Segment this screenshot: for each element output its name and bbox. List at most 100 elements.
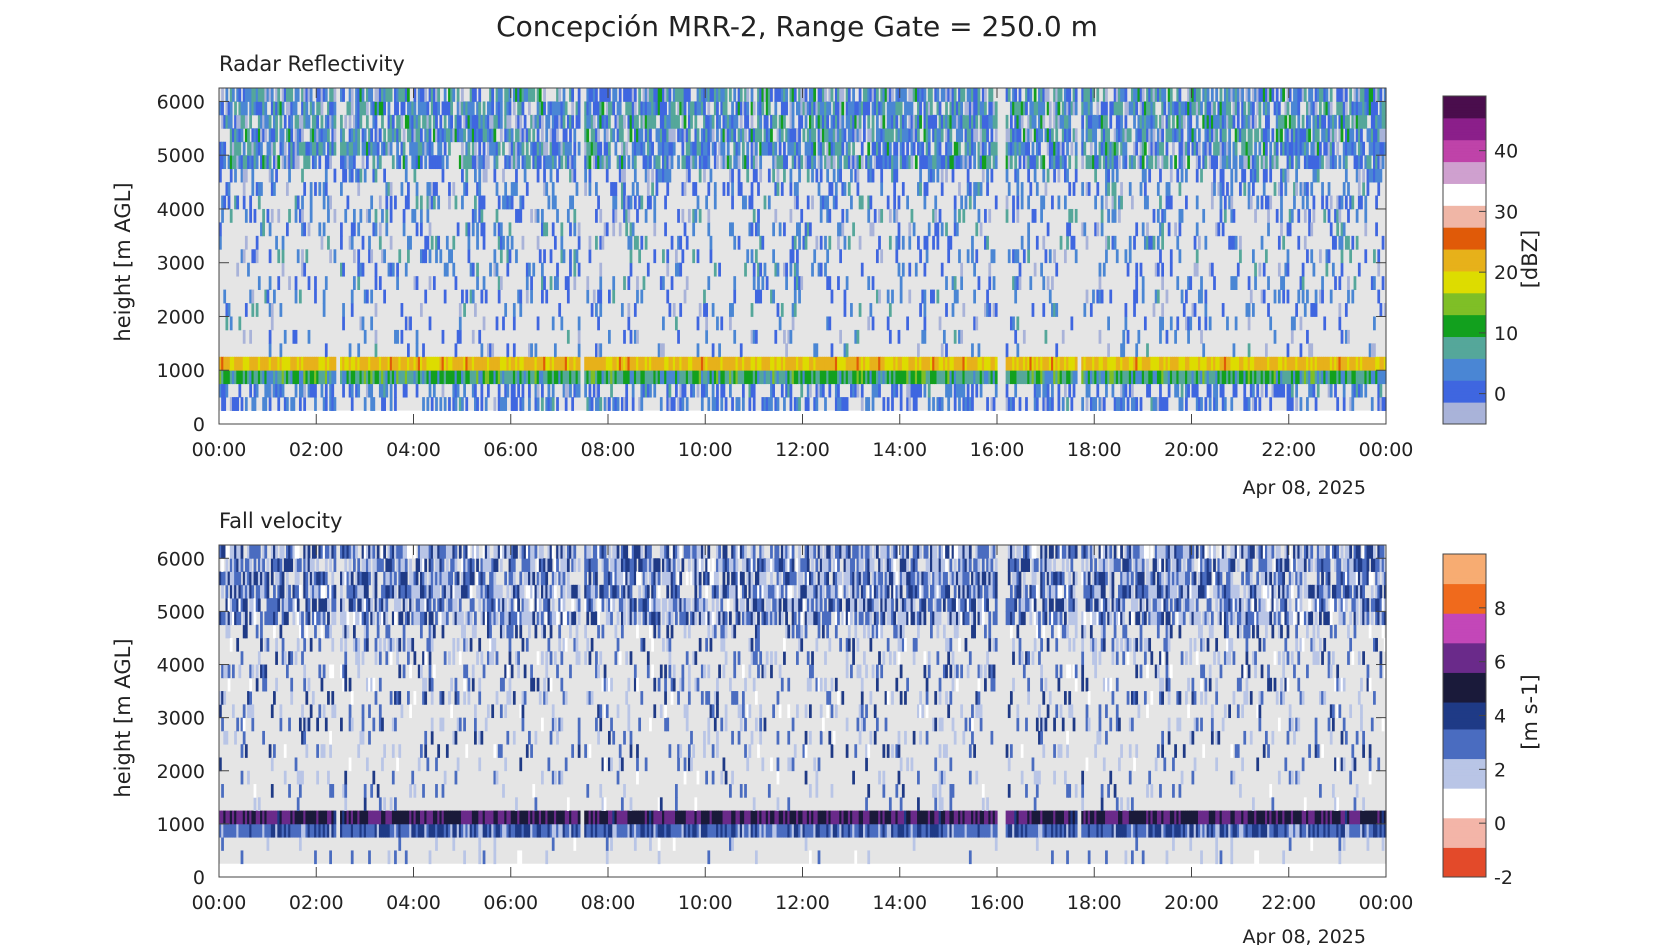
reflectivity-cell (586, 88, 590, 102)
reflectivity-cell (285, 397, 289, 411)
reflectivity-cell (923, 316, 927, 331)
reflectivity-cell (350, 370, 354, 385)
reflectivity-cell (577, 262, 581, 277)
reflectivity-cell (407, 128, 410, 143)
reflectivity-cell (1115, 249, 1119, 264)
reflectivity-time-column (499, 88, 503, 411)
reflectivity-cell (368, 88, 371, 102)
reflectivity-time-column (471, 88, 475, 398)
reflectivity-cell (564, 141, 568, 156)
reflectivity-cell (381, 356, 384, 371)
reflectivity-cell (595, 343, 598, 358)
reflectivity-cell (221, 101, 224, 116)
reflectivity-cell (502, 195, 505, 210)
reflectivity-cell (448, 114, 451, 129)
reflectivity-cell (432, 356, 436, 371)
reflectivity-cell (951, 303, 955, 317)
reflectivity-cell (359, 101, 363, 116)
reflectivity-cell (651, 356, 654, 371)
reflectivity-cell (888, 329, 892, 344)
reflectivity-time-column (400, 88, 404, 385)
reflectivity-cell (322, 222, 326, 237)
reflectivity-cell (1092, 289, 1095, 304)
reflectivity-cell (530, 114, 533, 129)
reflectivity-cell (966, 168, 970, 183)
reflectivity-cell (234, 114, 237, 129)
reflectivity-cell (244, 88, 248, 102)
reflectivity-cell (672, 141, 676, 156)
reflectivity-cell (234, 195, 237, 210)
reflectivity-cell (430, 195, 434, 210)
reflectivity-cell (264, 155, 268, 170)
reflectivity-cell (988, 276, 992, 290)
reflectivity-cell (320, 235, 324, 250)
reflectivity-cell (858, 303, 862, 317)
reflectivity-cell (804, 235, 808, 250)
reflectivity-cell (955, 222, 959, 237)
reflectivity-cell (311, 101, 315, 116)
reflectivity-cell (409, 128, 412, 143)
reflectivity-cell (716, 155, 719, 170)
reflectivity-cell (612, 195, 616, 210)
reflectivity-cell (476, 397, 479, 411)
reflectivity-cell (653, 222, 657, 237)
reflectivity-cell (314, 289, 317, 304)
reflectivity-cell (491, 114, 495, 129)
reflectivity-cell (815, 343, 819, 358)
reflectivity-cell (627, 155, 631, 170)
reflectivity-cell (953, 208, 957, 223)
reflectivity-cell (586, 114, 590, 129)
reflectivity-cell (657, 168, 661, 183)
reflectivity-cell (257, 101, 261, 116)
reflectivity-cell (659, 88, 663, 102)
reflectivity-cell (538, 101, 542, 116)
reflectivity-cell (616, 101, 620, 116)
reflectivity-cell (1038, 141, 1041, 156)
reflectivity-cell (223, 155, 227, 170)
reflectivity-cell (776, 303, 780, 317)
reflectivity-cell (847, 235, 851, 250)
reflectivity-cell (534, 114, 538, 129)
reflectivity-cell (303, 155, 307, 170)
reflectivity-cell (502, 168, 505, 183)
reflectivity-cell (394, 356, 397, 371)
reflectivity-cell (1143, 141, 1147, 156)
reflectivity-cell (897, 329, 901, 344)
reflectivity-cell (242, 168, 246, 183)
reflectivity-cell (834, 195, 838, 210)
reflectivity-cell (240, 168, 244, 183)
reflectivity-cell (841, 101, 845, 116)
reflectivity-cell (314, 182, 317, 196)
reflectivity-cell (772, 168, 775, 183)
reflectivity-cell (482, 235, 486, 250)
reflectivity-cell (340, 370, 343, 385)
reflectivity-cell (560, 141, 564, 156)
reflectivity-cell (595, 88, 598, 102)
reflectivity-cell (703, 289, 706, 304)
reflectivity-cell (419, 222, 423, 237)
reflectivity-cell (461, 289, 464, 304)
reflectivity-cell (1124, 249, 1128, 264)
reflectivity-cell (424, 88, 428, 102)
reflectivity-cell (428, 276, 432, 290)
reflectivity-time-column (435, 88, 438, 411)
reflectivity-time-column (283, 88, 287, 411)
reflectivity-cell (588, 249, 592, 264)
reflectivity-cell (1074, 208, 1078, 223)
reflectivity-cell (229, 128, 233, 143)
reflectivity-cell (783, 141, 786, 156)
reflectivity-cell (571, 114, 575, 129)
reflectivity-cell (461, 195, 464, 210)
reflectivity-time-column (296, 88, 300, 385)
reflectivity-time-column (348, 88, 352, 398)
reflectivity-cell (592, 141, 596, 156)
reflectivity-time-column (270, 88, 274, 398)
reflectivity-cell (664, 141, 667, 156)
reflectivity-cell (277, 397, 281, 411)
reflectivity-cell (381, 208, 384, 223)
reflectivity-cell (541, 222, 544, 237)
reflectivity-cell (668, 88, 672, 102)
reflectivity-cell (1005, 168, 1009, 183)
reflectivity-cell (275, 155, 278, 170)
reflectivity-cell (219, 141, 222, 156)
